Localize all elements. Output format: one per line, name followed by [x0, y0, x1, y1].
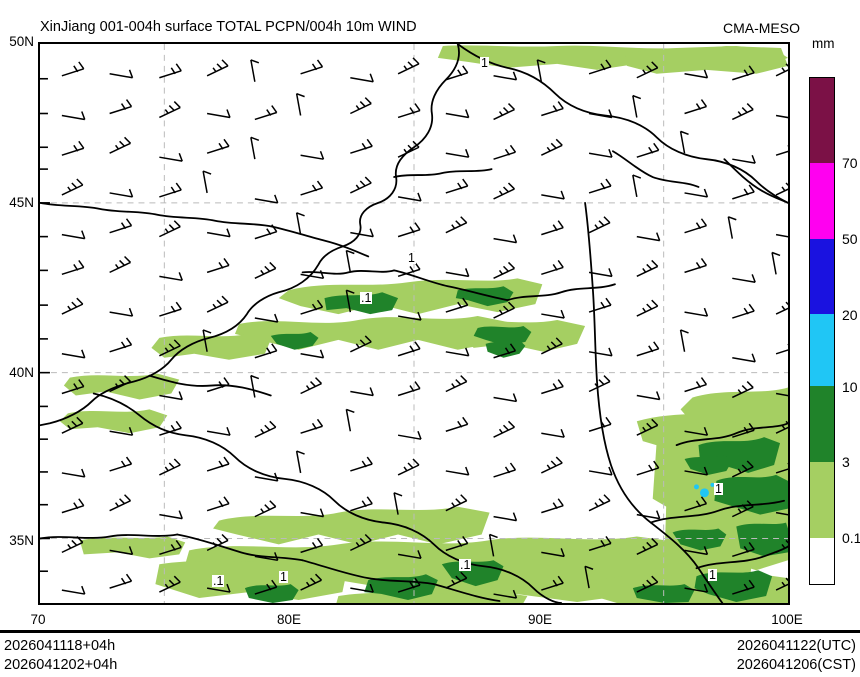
colorbar-band-3 [810, 314, 834, 387]
page-title: XinJiang 001-004h surface TOTAL PCPN/004… [40, 19, 417, 35]
colorbar-tick-50: 50 [842, 231, 858, 248]
contour-value-label: .1 [459, 558, 472, 572]
contour-value-label: 1 [714, 482, 723, 496]
init-time-cst: 2026041202+04h [4, 657, 118, 673]
y-tick-label-3: 35N [9, 533, 34, 548]
precip-band-medium [244, 286, 788, 603]
colorbar-band-4 [810, 386, 834, 462]
colorbar-tick-20: 20 [842, 306, 858, 323]
valid-time-cst: 2026041206(CST) [736, 657, 856, 673]
colorbar-band-0 [810, 78, 834, 163]
footer-valid-times: 2026041122(UTC) 2026041206(CST) [737, 637, 856, 675]
y-tick-label-2: 40N [9, 365, 34, 380]
precip-band-cyan [694, 482, 715, 498]
colorbar-tick-3: 3 [842, 454, 850, 471]
valid-time-utc: 2026041122(UTC) [736, 638, 856, 654]
precip-band-light [59, 45, 788, 603]
colorbar-unit-label: mm [812, 36, 835, 51]
contour-value-label: .1 [212, 574, 225, 588]
init-time-utc: 2026041118+04h [4, 638, 116, 654]
colorbar-tick-0.1: 0.1 [842, 530, 860, 547]
x-tick-label-0: 70 [30, 612, 46, 627]
map-gridlines [40, 44, 788, 603]
contour-value-label: .1 [360, 291, 373, 305]
y-tick-label-0: 50N [9, 34, 34, 49]
colorbar-band-5 [810, 461, 834, 538]
map-plot-area[interactable]: 1 1 .1 1 .1 .1 1 1 [38, 42, 790, 605]
colorbar-tick-70: 70 [842, 155, 858, 172]
axis-ticks [40, 77, 50, 573]
map-canvas [40, 44, 788, 603]
y-tick-label-1: 45N [9, 195, 34, 210]
colorbar-band-1 [810, 162, 834, 239]
contour-value-label: 1 [279, 570, 288, 584]
colorbar-band-2 [810, 238, 834, 315]
contour-value-label: 1 [708, 568, 717, 582]
contour-value-label: 1 [407, 251, 416, 265]
x-tick-label-3: 100E [771, 612, 803, 627]
x-tick-label-2: 90E [527, 612, 553, 627]
x-tick-label-1: 80E [276, 612, 302, 627]
footer-divider [0, 630, 860, 633]
footer-init-times: 2026041118+04h 2026041202+04h [4, 637, 117, 675]
contour-value-label: 1 [480, 56, 489, 70]
colorbar[interactable] [809, 77, 835, 585]
colorbar-band-6 [810, 537, 834, 583]
model-label: CMA-MESO [723, 20, 800, 36]
colorbar-tick-10: 10 [842, 378, 858, 395]
